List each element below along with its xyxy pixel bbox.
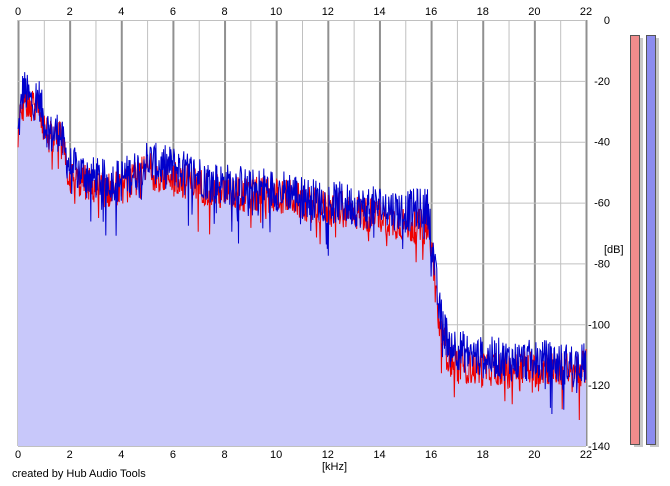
credit-text: created by Hub Audio Tools (12, 468, 146, 480)
x-tick-label-top: 4 (118, 6, 124, 18)
x-tick-label-top: 10 (270, 6, 282, 18)
y-tick-label: -120 (588, 380, 610, 392)
y-axis-label: [dB] (604, 244, 624, 256)
x-tick-label-bottom: 14 (373, 449, 385, 461)
x-tick-label-bottom: 20 (528, 449, 540, 461)
x-tick-label-bottom: 18 (477, 449, 489, 461)
x-tick-label-bottom: 4 (118, 449, 124, 461)
spectrum-fill (18, 72, 586, 446)
y-tick-label: -20 (594, 76, 610, 88)
x-tick-label-bottom: 0 (15, 449, 21, 461)
y-tick-label: -60 (594, 198, 610, 210)
x-tick-label-top: 0 (15, 6, 21, 18)
x-tick-label-bottom: 8 (221, 449, 227, 461)
y-tick-label: 0 (604, 15, 610, 27)
level-meter-left (630, 35, 640, 445)
y-tick-label: -80 (594, 258, 610, 270)
x-tick-label-top: 18 (477, 6, 489, 18)
y-tick-label: -100 (588, 319, 610, 331)
level-meter-right (646, 35, 656, 445)
x-tick-label-top: 6 (170, 6, 176, 18)
series-line-blue (17, 72, 587, 415)
x-tick-label-bottom: 10 (270, 449, 282, 461)
x-tick-label-bottom: 22 (580, 449, 592, 461)
x-tick-label-top: 2 (67, 6, 73, 18)
x-tick-label-top: 8 (221, 6, 227, 18)
y-tick-labels: 0 -20 -40 -60 -80 -100 -120 -140 (588, 15, 610, 453)
x-tick-label-top: 14 (373, 6, 385, 18)
x-tick-label-top: 16 (425, 6, 437, 18)
x-axis-label: [kHz] (322, 461, 348, 473)
x-tick-label-bottom: 12 (322, 449, 334, 461)
x-tick-label-bottom: 2 (67, 449, 73, 461)
y-tick-label: -140 (588, 441, 610, 453)
y-tick-label: -40 (594, 137, 610, 149)
x-tick-label-bottom: 6 (170, 449, 176, 461)
x-tick-label-top: 22 (580, 6, 592, 18)
x-tick-label-top: 20 (528, 6, 540, 18)
x-tick-label-top: 12 (322, 6, 334, 18)
x-tick-label-bottom: 16 (425, 449, 437, 461)
